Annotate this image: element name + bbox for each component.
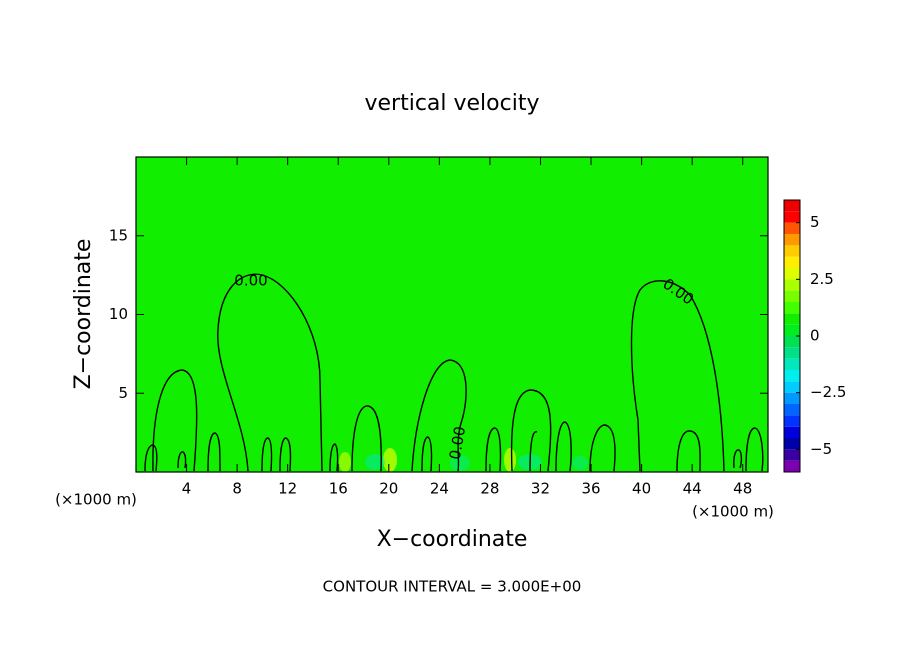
colorbar-swatch	[784, 222, 800, 234]
colorbar-swatch	[784, 426, 800, 438]
colorbar-swatch	[784, 211, 800, 223]
colorbar-swatch	[784, 336, 800, 348]
colorbar-swatch	[784, 324, 800, 336]
colorbar-swatch	[784, 302, 800, 314]
colorbar-swatch	[784, 313, 800, 325]
colorbar-swatch	[784, 347, 800, 359]
x-axis-label: X−coordinate	[377, 527, 528, 552]
colorbar-swatch	[784, 268, 800, 280]
colorbar-swatch	[784, 415, 800, 427]
colorbar-tick-label: −2.5	[810, 383, 846, 401]
y-tick-label: 5	[118, 384, 128, 402]
x-tick-label: 20	[379, 480, 398, 498]
footnote: CONTOUR INTERVAL = 3.000E+00	[323, 578, 582, 596]
x-tick-label: 12	[278, 480, 297, 498]
x-tick-label: 4	[182, 480, 192, 498]
colorbar-tick-label: −5	[810, 440, 832, 458]
colorbar-swatch	[784, 438, 800, 450]
x-unit-label: (×1000 m)	[692, 503, 774, 521]
y-tick-label: 10	[109, 305, 128, 323]
field-patches	[339, 448, 588, 472]
x-tick-label: 16	[329, 480, 348, 498]
colorbar-swatch	[784, 200, 800, 212]
x-tick-label: 28	[480, 480, 499, 498]
colorbar-swatch	[784, 370, 800, 382]
colorbar-tick-label: 5	[810, 213, 820, 231]
x-unit-label: (×1000 m)	[55, 491, 137, 509]
colorbar-tick-label: 2.5	[810, 270, 834, 288]
colorbar-swatch	[784, 256, 800, 268]
colorbar-swatch	[784, 358, 800, 370]
x-tick-label: 48	[733, 480, 752, 498]
x-tick-label: 32	[531, 480, 550, 498]
colorbar-swatch	[784, 245, 800, 257]
colorbar-swatch	[784, 460, 800, 472]
y-tick-label: 15	[109, 226, 128, 244]
colorbar-swatch	[784, 404, 800, 416]
colorbar-swatch	[784, 381, 800, 393]
x-tick-label: 36	[581, 480, 600, 498]
x-tick-label: 44	[683, 480, 702, 498]
colorbar-swatch	[784, 279, 800, 291]
colorbar-swatch	[784, 392, 800, 404]
x-tick-label: 24	[430, 480, 449, 498]
chart-title: vertical velocity	[364, 91, 539, 116]
contour-label: 0.00	[446, 425, 470, 461]
x-tick-label: 8	[232, 480, 242, 498]
colorbar-swatch	[784, 290, 800, 302]
x-tick-label: 40	[632, 480, 651, 498]
colorbar-swatch	[784, 449, 800, 461]
y-axis-label: Z−coordinate	[71, 239, 96, 390]
colorbar-swatch	[784, 234, 800, 246]
field	[136, 157, 768, 472]
contour-label: 0.00	[234, 272, 267, 290]
colorbar-tick-label: 0	[810, 327, 820, 345]
contour-lines	[144, 273, 764, 472]
